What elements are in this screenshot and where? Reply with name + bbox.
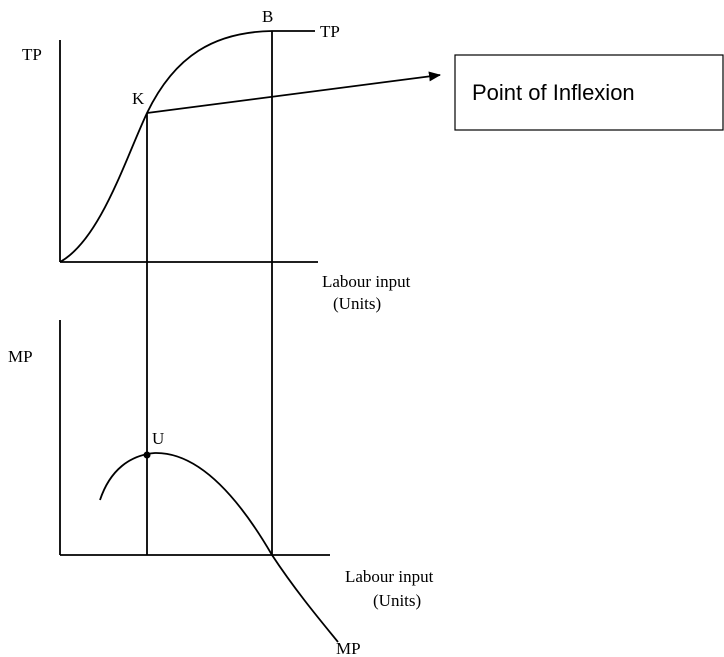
point-label: U: [152, 429, 164, 448]
point-u: [143, 451, 151, 459]
curve-label: MP: [336, 639, 361, 657]
x-axis-label: (Units): [333, 294, 381, 313]
callout-text: Point of Inflexion: [472, 80, 635, 105]
x-axis-label: Labour input: [345, 567, 434, 586]
x-axis-label: Labour input: [322, 272, 411, 291]
arrow: [146, 71, 441, 114]
point-label: K: [132, 89, 145, 108]
y-axis-label: MP: [8, 347, 33, 366]
point-label: B: [262, 7, 273, 26]
x-axis-label: (Units): [373, 591, 421, 610]
mp-curve: [99, 452, 339, 643]
y-axis-label: TP: [22, 45, 42, 64]
curve-label: TP: [320, 22, 340, 41]
tp-curve: [59, 30, 315, 263]
callout-box: [454, 54, 724, 131]
